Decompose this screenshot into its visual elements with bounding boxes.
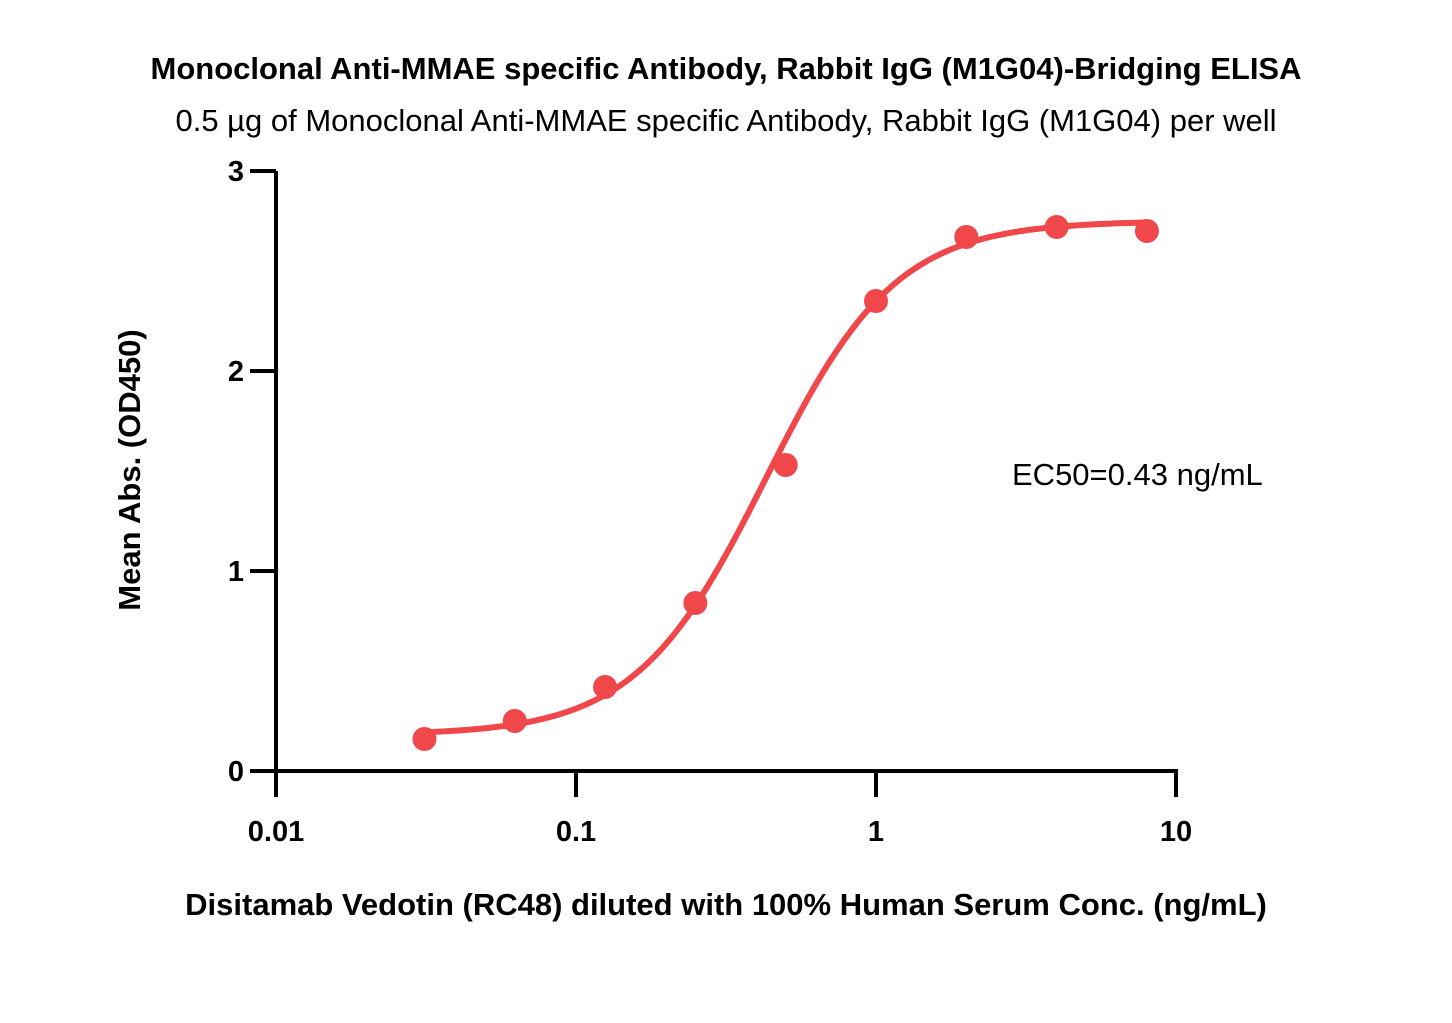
chart-subtitle: 0.5 µg of Monoclonal Anti-MMAE specific … [175,103,1276,138]
y-tick-label: 3 [228,156,244,188]
x-tick-label: 0.01 [248,816,304,848]
x-tick-label: 1 [868,816,884,848]
fit-curve-group [421,219,1150,736]
chart-title: Monoclonal Anti-MMAE specific Antibody, … [151,51,1302,86]
data-point [412,727,437,751]
y-tick-label: 1 [228,556,244,588]
x-tick-label: 10 [1160,816,1192,848]
x-tick-label: 0.1 [556,816,596,848]
ec50-annotation: EC50=0.43 ng/mL [1012,457,1263,492]
y-tick-label: 2 [228,356,244,388]
data-point [1134,219,1159,243]
ticks: 0 1 2 3 0.01 0.1 1 10 [228,156,1192,848]
y-axis-label: Mean Abs. (OD450) [112,329,147,610]
data-point [864,289,888,313]
data-point [1044,215,1069,239]
fit-curve [421,219,1150,736]
y-tick-label: 0 [228,756,244,788]
data-point [773,453,798,477]
data-point [502,709,527,733]
data-points [412,215,1159,751]
x-axis-label: Disitamab Vedotin (RC48) diluted with 10… [185,887,1267,922]
data-point [954,225,979,249]
data-point [593,675,618,699]
data-point [683,591,708,615]
axes [274,171,1178,773]
